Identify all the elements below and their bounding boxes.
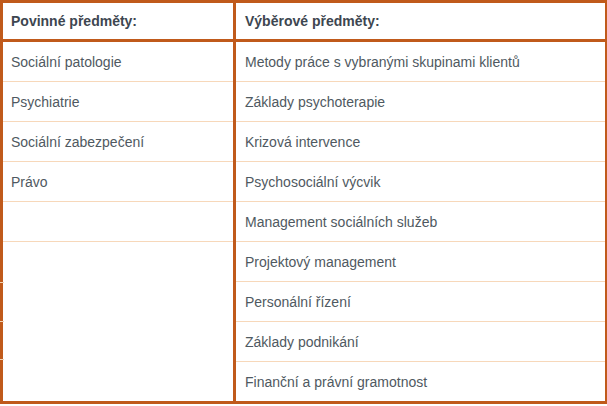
compulsory-empty-area — [2, 242, 235, 403]
elective-subject-cell: Základy psychoterapie — [235, 82, 607, 122]
table-row: Sociální zabezpečení Krizová intervence — [2, 122, 607, 162]
elective-subject-cell: Management sociálních služeb — [235, 202, 607, 242]
compulsory-empty-cell — [2, 202, 235, 242]
subjects-table: Povinné předměty: Výběrové předměty: Soc… — [0, 0, 607, 404]
row-divider-tick — [0, 321, 4, 322]
page: Povinné předměty: Výběrové předměty: Soc… — [0, 0, 607, 406]
elective-subject-cell: Metody práce s vybranými skupinami klien… — [235, 41, 607, 82]
compulsory-subject-cell: Sociální zabezpečení — [2, 122, 235, 162]
elective-subject-cell: Projektový management — [235, 242, 607, 282]
compulsory-subject-cell: Psychiatrie — [2, 82, 235, 122]
elective-subject-cell: Personální řízení — [235, 282, 607, 322]
compulsory-subject-cell: Sociální patologie — [2, 41, 235, 82]
table-row: Sociální patologie Metody práce s vybran… — [2, 41, 607, 82]
elective-subjects-header: Výběrové předměty: — [235, 2, 607, 41]
table-row: Psychiatrie Základy psychoterapie — [2, 82, 607, 122]
compulsory-subjects-header: Povinné předměty: — [2, 2, 235, 41]
compulsory-subject-cell: Právo — [2, 162, 235, 202]
elective-subject-cell: Základy podnikání — [235, 322, 607, 362]
table-row: Právo Psychosociální výcvik — [2, 162, 607, 202]
row-divider-tick — [0, 359, 4, 360]
elective-subject-cell: Krizová intervence — [235, 122, 607, 162]
table-row: Projektový management — [2, 242, 607, 282]
table-row: Management sociálních služeb — [2, 202, 607, 242]
elective-subject-cell: Finanční a právní gramotnost — [235, 362, 607, 403]
elective-subject-cell: Psychosociální výcvik — [235, 162, 607, 202]
header-row: Povinné předměty: Výběrové předměty: — [2, 2, 607, 41]
row-divider-tick — [0, 282, 4, 283]
subjects-table-wrap: Povinné předměty: Výběrové předměty: Soc… — [0, 0, 605, 404]
